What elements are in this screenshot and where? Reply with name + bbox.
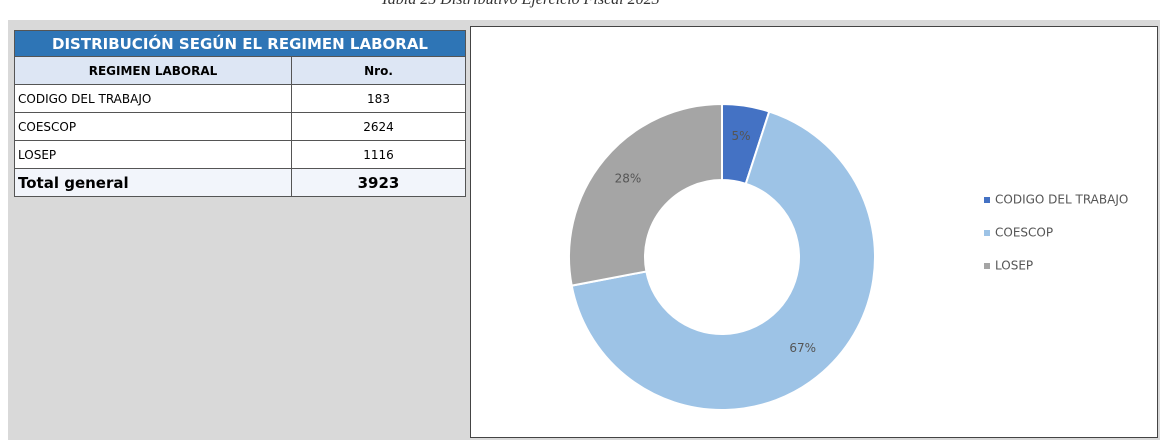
cell: CODIGO DEL TRABAJO [14,84,292,113]
cell: 183 [291,84,466,113]
data-label: 28% [615,172,642,186]
legend-swatch [984,197,990,203]
cell: 1116 [291,140,466,169]
data-label: 67% [789,341,816,355]
data-label: 5% [732,129,751,143]
chart: 5% 67% 28% CODIGO DEL TRABAJO COESCOP LOSEP [470,26,1158,438]
column-header: Nro. [291,56,466,85]
table-title: DISTRIBUCIÓN SEGÚN EL REGIMEN LABORAL [14,30,466,57]
cell: 2624 [291,112,466,141]
column-header: REGIMEN LABORAL [14,56,292,85]
cell: LOSEP [14,140,292,169]
caption: Tabla 25 Distributivo Ejercicio Fiscal 2… [0,0,1040,9]
total-label: Total general [14,168,292,197]
legend-label: COESCOP [995,226,1053,240]
legend-label: LOSEP [995,259,1033,273]
total-value: 3923 [291,168,466,197]
donut-segment [568,102,723,287]
table: DISTRIBUCIÓN SEGÚN EL REGIMEN LABORAL RE… [14,30,466,197]
cell: COESCOP [14,112,292,141]
legend-swatch [984,263,990,269]
legend-label: CODIGO DEL TRABAJO [995,193,1128,207]
legend-swatch [984,230,990,236]
donut-segment [570,110,876,411]
